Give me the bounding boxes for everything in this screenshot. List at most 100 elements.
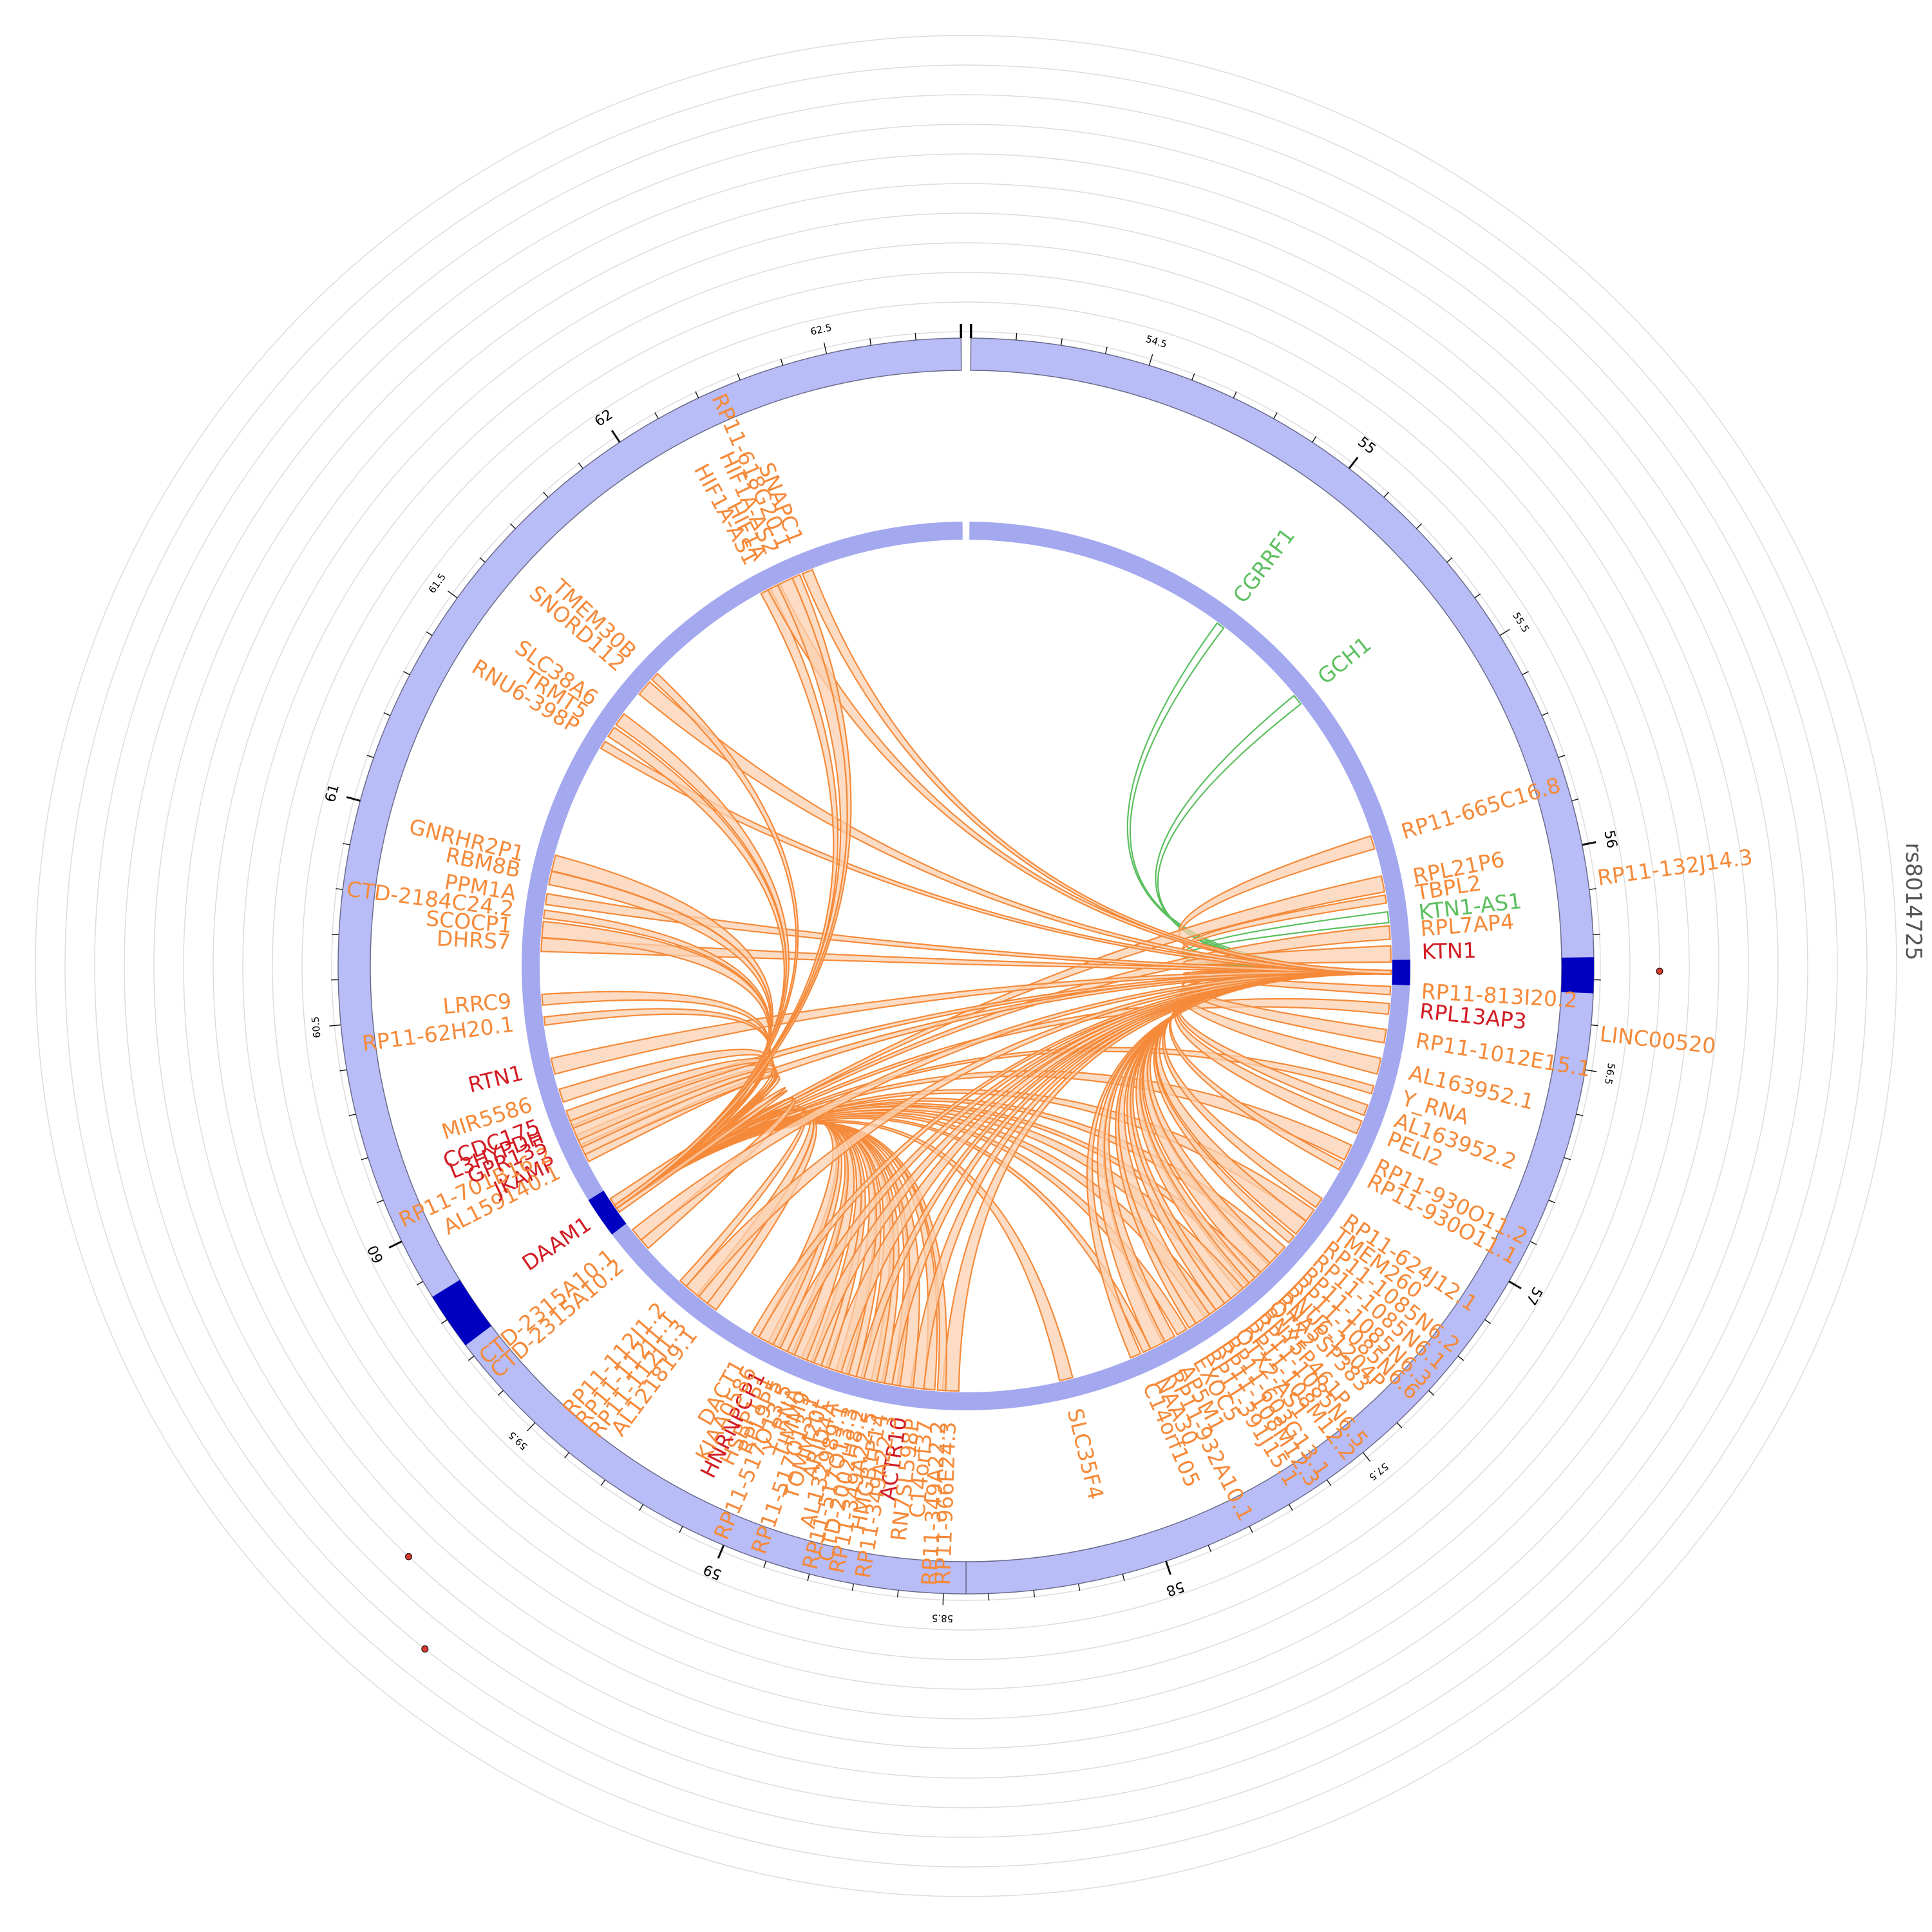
snp-point (421, 1645, 429, 1653)
axis-tick (1416, 523, 1423, 529)
axis-tick (600, 1479, 606, 1486)
axis-tick (717, 1544, 725, 1559)
axis-tick (332, 933, 339, 935)
axis-tick (468, 1356, 475, 1361)
tick-label: 59 (701, 1561, 724, 1583)
gene-label: LRRC9 (442, 989, 512, 1019)
outer-highlight-region (1561, 957, 1594, 994)
axis-tick (1148, 354, 1153, 366)
grid-circle (94, 94, 1838, 1838)
axis-tick (1326, 1479, 1332, 1486)
outer-ring-segment (965, 337, 1595, 1595)
axis-tick (869, 338, 872, 346)
snp-point (405, 1553, 413, 1560)
tick-label: 60.5 (309, 1016, 323, 1039)
axis-tick (564, 1452, 570, 1459)
axis-tick (1016, 333, 1018, 341)
axis-tick (695, 391, 699, 399)
inner-highlight-region (1392, 960, 1411, 986)
axis-tick (1396, 1422, 1403, 1428)
axis-tick (376, 1199, 384, 1204)
outer-ring-segment (337, 337, 967, 1595)
axis-tick (497, 1390, 504, 1396)
axis-tick (737, 373, 741, 381)
axis-tick (361, 1157, 368, 1160)
axis-tick (1288, 1504, 1293, 1511)
grid-circle (213, 213, 1719, 1719)
grid-circle (242, 242, 1690, 1690)
axis-tick (1273, 412, 1278, 419)
axis-tick (1474, 593, 1481, 598)
axis-tick (339, 1069, 347, 1072)
axis-tick (1530, 1241, 1537, 1245)
axis-tick (914, 333, 916, 341)
axis-tick (526, 1422, 536, 1432)
axis-tick (1446, 557, 1453, 563)
axis-tick (1122, 1573, 1125, 1581)
axis-tick (403, 671, 410, 676)
inner-highlight-region (588, 1190, 627, 1235)
gene-label: SLC35F4 (1063, 1406, 1109, 1502)
axis-tick (654, 412, 659, 419)
grid-circle (331, 331, 1601, 1601)
tick-label: 54.5 (1144, 333, 1168, 350)
axis-tick (1348, 457, 1359, 469)
axis-tick (417, 1281, 424, 1285)
grid-circle (153, 153, 1779, 1779)
tick-label: 62 (592, 406, 616, 430)
axis-tick (1585, 1069, 1597, 1072)
gene-label: RTN1 (466, 1060, 526, 1097)
tick-label: 58.5 (931, 1612, 953, 1624)
snp-title: rs8014725 (1900, 842, 1926, 960)
axis-tick (348, 1113, 356, 1117)
axis-tick (1428, 1390, 1435, 1396)
snp-point (1656, 967, 1663, 975)
gene-label: KTN1 (1421, 938, 1477, 964)
grid-circle (35, 35, 1897, 1897)
axis-tick (639, 1504, 644, 1511)
tick-label: 60 (365, 1242, 387, 1265)
axis-tick (1383, 491, 1389, 498)
axis-tick (1522, 671, 1529, 676)
axis-tick (679, 1526, 683, 1533)
axis-tick (1558, 755, 1566, 759)
axis-tick (479, 557, 486, 563)
interaction-links (540, 569, 1392, 1392)
gene-label: RP11-665C16.8 (1398, 772, 1564, 844)
outer-highlight-region (432, 1280, 491, 1346)
axis-tick (1571, 798, 1579, 802)
grid-circle (183, 183, 1749, 1749)
axis-tick (1484, 1319, 1492, 1324)
axis-tick (426, 631, 433, 636)
gene-labels: CGRRF1GCH1RP11-665C16.8RPL21P6TBPL2KTN1-… (345, 390, 1754, 1586)
axis-tick (1104, 346, 1108, 354)
axis-tick (780, 358, 784, 366)
axis-tick (388, 1240, 402, 1249)
axis-tick (1508, 1280, 1522, 1290)
axis-tick (763, 1560, 767, 1568)
snp-points (405, 967, 1663, 1653)
axis-tick (1312, 436, 1317, 443)
axis-tick (851, 1584, 855, 1591)
axis-tick (823, 342, 828, 354)
grid-circle (272, 272, 1660, 1660)
axis-tick (1191, 373, 1195, 381)
axis-tick (1541, 712, 1549, 716)
gene-label: CGRRF1 (1228, 523, 1300, 607)
tick-label: 58 (1164, 1578, 1186, 1599)
axis-tick (1548, 1199, 1556, 1204)
interaction-link (613, 574, 852, 1209)
tick-label: 55 (1354, 434, 1378, 458)
interaction-link (801, 569, 1392, 975)
tick-label: 57 (1522, 1284, 1546, 1308)
axis-tick (366, 755, 374, 759)
tick-label: 56.5 (1602, 1063, 1617, 1086)
axis-tick (1233, 391, 1237, 399)
axis-tick (1582, 841, 1596, 846)
axis-tick (1576, 1113, 1584, 1117)
axis-tick (1457, 1356, 1464, 1361)
axis-tick (1564, 1157, 1571, 1160)
axis-tick (1208, 1545, 1212, 1552)
axis-tick (1165, 1560, 1171, 1575)
grid-circle (64, 64, 1868, 1868)
